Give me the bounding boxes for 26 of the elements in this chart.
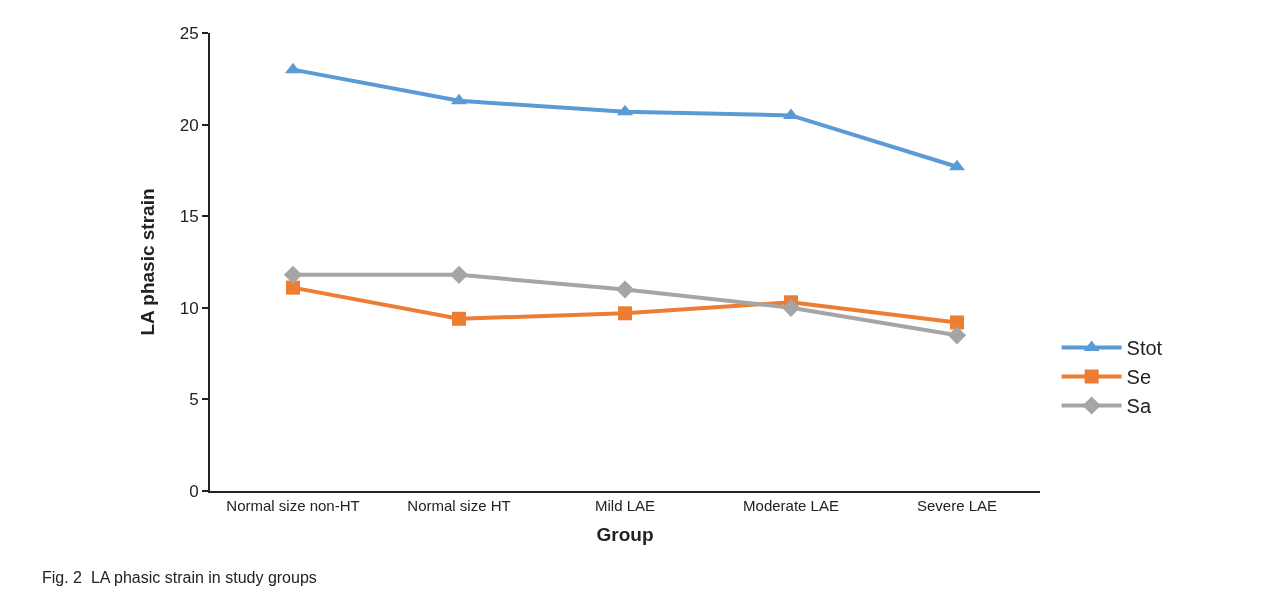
legend-label: Stot [1126, 337, 1163, 360]
y-tick-label: 0 [189, 481, 199, 501]
y-tick-label: 25 [179, 23, 199, 43]
x-tick-label: Moderate LAE [743, 497, 839, 514]
legend-label: Se [1126, 366, 1152, 389]
x-tick-label: Normal size HT [407, 497, 511, 514]
y-axis-title: LA phasic strain [137, 188, 159, 336]
point [452, 311, 466, 326]
point [950, 315, 964, 330]
point [449, 265, 469, 284]
y-tick-label: 5 [189, 390, 199, 410]
caption: Fig. 2 LA phasic strain in study groups [42, 569, 317, 586]
y-tick-label: 10 [179, 298, 199, 318]
point [615, 280, 635, 299]
x-axis-title: Group [596, 524, 654, 546]
y-tick-label: 20 [179, 115, 199, 135]
point [781, 298, 801, 317]
legend-label: Sa [1126, 395, 1152, 418]
point [283, 265, 303, 284]
x-tick-label: Severe LAE [916, 497, 998, 514]
point [947, 326, 967, 345]
point [286, 280, 300, 295]
x-tick-label: Normal size non-HT [226, 497, 360, 514]
y-tick-label: 15 [179, 207, 199, 227]
point [618, 306, 632, 321]
x-tick-label: Mild LAE [594, 497, 656, 514]
